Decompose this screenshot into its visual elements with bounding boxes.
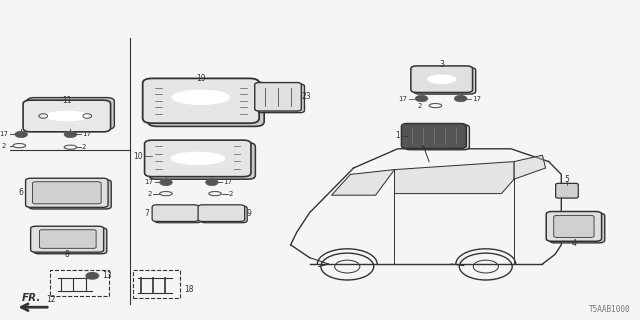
Text: 13: 13 xyxy=(102,271,111,280)
FancyBboxPatch shape xyxy=(414,68,476,94)
FancyBboxPatch shape xyxy=(556,183,579,198)
FancyBboxPatch shape xyxy=(198,205,244,221)
Text: 17: 17 xyxy=(82,132,91,137)
FancyBboxPatch shape xyxy=(34,228,107,254)
FancyBboxPatch shape xyxy=(255,83,301,111)
Text: 23: 23 xyxy=(302,92,312,101)
Text: 2: 2 xyxy=(229,191,234,196)
FancyBboxPatch shape xyxy=(40,230,96,248)
Text: 17: 17 xyxy=(223,180,232,185)
Text: 2: 2 xyxy=(148,191,152,196)
FancyBboxPatch shape xyxy=(27,98,115,129)
Ellipse shape xyxy=(428,75,456,84)
Text: 18: 18 xyxy=(184,285,194,294)
Text: 9: 9 xyxy=(246,209,252,218)
FancyBboxPatch shape xyxy=(155,206,201,223)
Ellipse shape xyxy=(46,111,88,121)
Text: T5AAB1000: T5AAB1000 xyxy=(589,305,630,314)
FancyBboxPatch shape xyxy=(549,213,605,243)
Text: 3: 3 xyxy=(439,60,444,68)
Text: 5: 5 xyxy=(564,175,570,184)
Text: 10: 10 xyxy=(133,152,143,161)
Text: 17: 17 xyxy=(472,96,481,101)
FancyBboxPatch shape xyxy=(404,125,469,150)
FancyBboxPatch shape xyxy=(401,124,467,148)
Circle shape xyxy=(160,179,172,186)
Ellipse shape xyxy=(172,90,230,105)
Circle shape xyxy=(15,131,28,138)
FancyBboxPatch shape xyxy=(411,66,472,92)
FancyBboxPatch shape xyxy=(31,226,104,252)
FancyBboxPatch shape xyxy=(33,182,101,204)
FancyBboxPatch shape xyxy=(554,215,594,237)
FancyBboxPatch shape xyxy=(258,84,305,113)
Circle shape xyxy=(205,179,218,186)
Polygon shape xyxy=(514,155,545,179)
Text: 4: 4 xyxy=(572,239,577,248)
Polygon shape xyxy=(394,162,514,194)
Text: 1: 1 xyxy=(395,132,399,140)
Text: 19: 19 xyxy=(196,74,205,83)
Ellipse shape xyxy=(171,152,225,164)
FancyBboxPatch shape xyxy=(145,140,251,177)
Text: 11: 11 xyxy=(62,96,72,105)
FancyBboxPatch shape xyxy=(546,212,602,241)
Text: FR.: FR. xyxy=(22,293,41,303)
FancyBboxPatch shape xyxy=(143,78,259,123)
FancyBboxPatch shape xyxy=(200,206,247,223)
FancyBboxPatch shape xyxy=(149,143,255,179)
Circle shape xyxy=(415,95,428,102)
Circle shape xyxy=(64,131,77,138)
FancyBboxPatch shape xyxy=(152,205,198,221)
FancyBboxPatch shape xyxy=(26,178,108,207)
Text: 7: 7 xyxy=(144,209,149,218)
Text: 12: 12 xyxy=(46,295,56,304)
Text: 8: 8 xyxy=(65,250,70,259)
FancyBboxPatch shape xyxy=(29,180,111,209)
Text: 2: 2 xyxy=(1,143,6,148)
FancyBboxPatch shape xyxy=(23,100,111,132)
FancyBboxPatch shape xyxy=(148,82,264,126)
Text: 6: 6 xyxy=(18,188,23,197)
Circle shape xyxy=(86,273,99,279)
Circle shape xyxy=(454,95,467,102)
Text: 17: 17 xyxy=(145,180,154,185)
Polygon shape xyxy=(332,170,394,195)
Text: 17: 17 xyxy=(0,132,8,137)
Text: 17: 17 xyxy=(399,96,408,101)
Text: 2: 2 xyxy=(417,103,422,108)
Text: 2: 2 xyxy=(82,144,86,150)
